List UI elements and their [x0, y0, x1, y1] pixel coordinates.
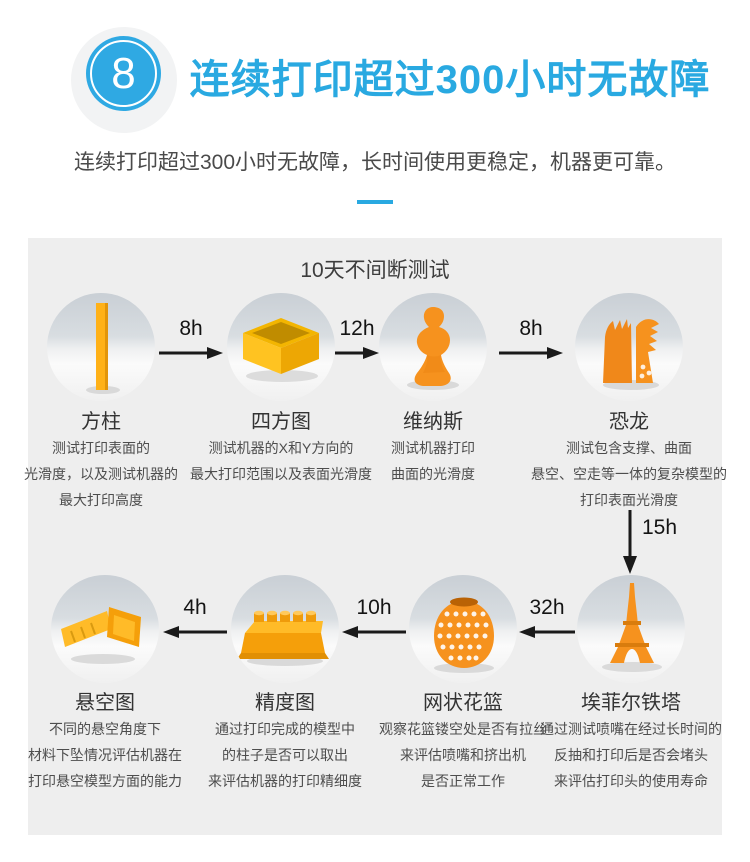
arrow-duration: 12h — [339, 317, 375, 340]
arrow-left-icon — [519, 626, 575, 638]
model-photo-overhang — [51, 575, 159, 683]
lego-brick-icon — [237, 610, 329, 666]
model-photo-mesh-basket — [409, 575, 517, 683]
overhang-icon — [61, 607, 141, 664]
model-photo-square-column — [47, 293, 155, 401]
venus-icon — [407, 307, 459, 390]
model-label: 埃菲尔铁塔 — [581, 692, 681, 714]
model-photo-venus — [379, 293, 487, 401]
mesh-basket-icon — [434, 597, 494, 673]
arrow-right-icon — [499, 347, 563, 359]
model-label: 恐龙 — [609, 411, 649, 433]
model-description: 通过测试喷嘴在经过长时间的 反抽和打印后是否会堵头 来评估打印头的使用寿命 — [540, 721, 722, 789]
section-number-badge: 8 — [71, 27, 177, 133]
arrow-down-icon — [623, 510, 637, 574]
model-label: 维纳斯 — [403, 411, 463, 433]
flow-arrow-right: 12h — [335, 317, 379, 360]
arrow-duration: 10h — [356, 596, 392, 619]
arrow-left-icon — [342, 626, 406, 638]
model-label: 方柱 — [81, 411, 121, 433]
arrow-duration: 32h — [529, 596, 565, 619]
model-photo-dinosaur — [575, 293, 683, 401]
square-column-icon — [86, 303, 120, 394]
model-label: 悬空图 — [75, 692, 135, 714]
model-description: 不同的悬空角度下 材料下坠情况评估机器在 打印悬空模型方面的能力 — [28, 721, 182, 789]
arrow-duration: 4h — [183, 596, 207, 619]
arrow-left-icon — [163, 626, 227, 638]
model-photo-lego-brick — [231, 575, 339, 683]
section-number: 8 — [111, 48, 136, 98]
model-description: 测试机器打印 曲面的光滑度 — [391, 440, 475, 482]
model-label: 精度图 — [255, 692, 315, 714]
eiffel-tower-icon — [602, 583, 662, 672]
flow-arrow-left: 4h — [163, 596, 227, 639]
flow-arrow-right: 8h — [159, 317, 223, 360]
flow-arrow-left: 32h — [519, 596, 575, 639]
flow-arrow-left: 10h — [342, 596, 406, 639]
arrow-right-icon — [335, 347, 379, 359]
flow-arrow-right: 8h — [499, 317, 563, 360]
arrow-duration: 8h — [519, 317, 543, 340]
badge-circle: 8 — [86, 36, 161, 111]
page-title: 连续打印超过300小时无故障 — [189, 58, 711, 102]
model-photo-square-tray — [227, 293, 335, 401]
badge-ring — [90, 40, 157, 107]
square-tray-icon — [243, 318, 319, 382]
flow-arrow-down: 15h — [622, 510, 682, 574]
arrow-duration: 8h — [179, 317, 203, 340]
model-description: 观察花篮镂空处是否有拉丝 来评估喷嘴和挤出机 是否正常工作 — [379, 721, 547, 789]
model-description: 测试包含支撑、曲面 悬空、空走等一体的复杂模型的 打印表面光滑度 — [531, 440, 727, 508]
test-panel: 10天不间断测试 方柱 测试打印表面的 光滑度，以及测试机器的 最大打印高度 8… — [24, 238, 727, 835]
model-description: 测试打印表面的 光滑度，以及测试机器的 最大打印高度 — [24, 440, 178, 508]
model-description: 测试机器的X和Y方向的 最大打印范围以及表面光滑度 — [190, 440, 372, 482]
accent-divider — [357, 200, 393, 204]
model-label: 网状花篮 — [423, 692, 503, 714]
arrow-duration: 15h — [642, 516, 678, 539]
model-label: 四方图 — [251, 411, 311, 433]
model-photo-eiffel-tower — [577, 575, 685, 683]
dinosaur-icon — [603, 319, 659, 390]
arrow-right-icon — [159, 347, 223, 359]
panel-title: 10天不间断测试 — [300, 259, 450, 282]
page-subtitle: 连续打印超过300小时无故障，长时间使用更稳定，机器更可靠。 — [73, 151, 677, 174]
model-description: 通过打印完成的模型中 的柱子是否可以取出 来评估机器的打印精细度 — [208, 721, 362, 789]
